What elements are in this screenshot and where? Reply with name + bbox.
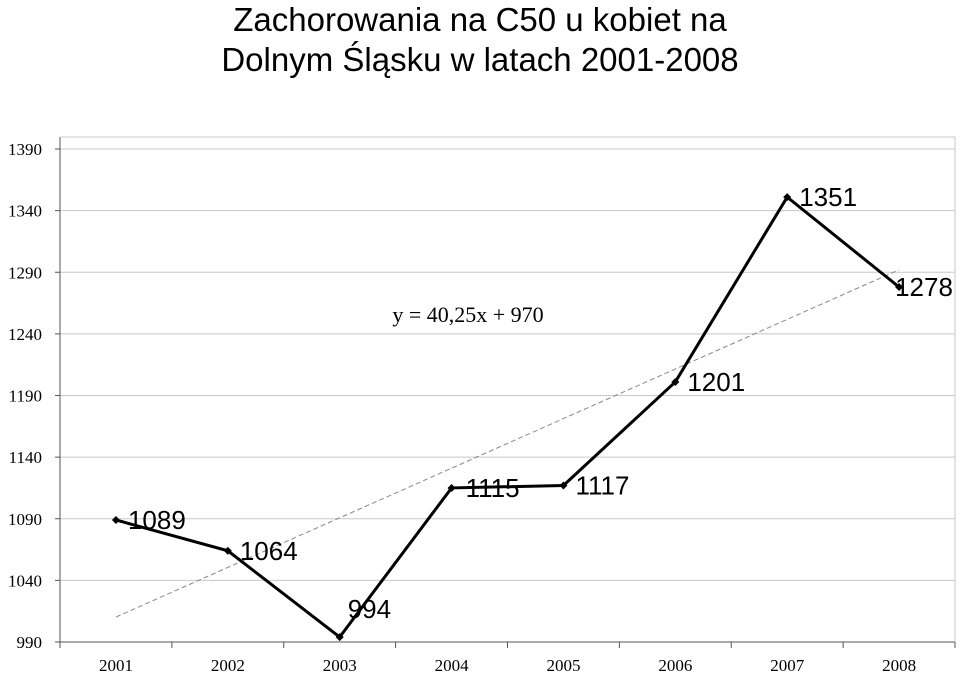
- y-tick-label: 1090: [8, 510, 42, 529]
- data-point-marker: [671, 377, 680, 386]
- data-label: 1278: [895, 272, 953, 302]
- y-tick-label: 990: [17, 633, 43, 652]
- trendline-group: [115, 269, 900, 618]
- chart-title-line-2: Dolnym Śląsku w latach 2001-2008: [221, 41, 739, 78]
- y-tick-label: 1040: [8, 571, 42, 590]
- axes: [55, 136, 956, 648]
- data-label: 1064: [240, 536, 298, 566]
- data-point-marker: [895, 283, 904, 292]
- x-tick-label: 2002: [211, 656, 245, 674]
- chart-title: Zachorowania na C50 u kobiet na Dolnym Ś…: [0, 0, 960, 80]
- series-group: [111, 193, 904, 642]
- x-tick-label: 2003: [323, 656, 357, 674]
- data-label: 1089: [128, 505, 186, 535]
- data-label: 1201: [687, 367, 745, 397]
- y-tick-label: 1390: [8, 140, 42, 159]
- data-label: 1115: [466, 473, 520, 503]
- x-tick-label: 2008: [882, 656, 916, 674]
- trendline: [115, 269, 900, 618]
- trendline-equation: y = 40,25x + 970: [392, 302, 543, 327]
- y-tick-label: 1140: [9, 448, 42, 467]
- data-point-marker: [223, 546, 232, 555]
- series-line: [115, 194, 901, 640]
- y-axis-tick-labels: 990 1040 1090 1140 1190 1240 1290 1340 1390: [8, 140, 42, 652]
- x-tick-label: 2001: [99, 656, 133, 674]
- data-labels: 1089 1064 994 1115 1117 1201 1351 1278: [128, 182, 953, 624]
- x-axis-tick-labels: 2001 2002 2003 2004 2005 2006 2007 2008: [99, 656, 916, 674]
- data-label: 994: [348, 594, 391, 624]
- y-tick-label: 1240: [8, 325, 42, 344]
- x-tick-label: 2006: [658, 656, 692, 674]
- data-point-marker: [111, 515, 120, 524]
- y-tick-label: 1190: [9, 387, 42, 406]
- data-point-marker: [559, 481, 568, 490]
- data-point-marker: [335, 633, 344, 642]
- x-tick-label: 2007: [770, 656, 805, 674]
- chart-title-line-1: Zachorowania na C50 u kobiet na: [233, 1, 727, 38]
- y-tick-label: 1340: [8, 202, 42, 221]
- data-label: 1351: [799, 182, 857, 212]
- data-point-marker: [447, 483, 456, 492]
- x-tick-label: 2005: [546, 656, 580, 674]
- data-point-marker: [783, 193, 792, 202]
- x-tick-label: 2004: [435, 656, 470, 674]
- data-label: 1117: [575, 470, 629, 500]
- y-tick-label: 1290: [8, 263, 42, 282]
